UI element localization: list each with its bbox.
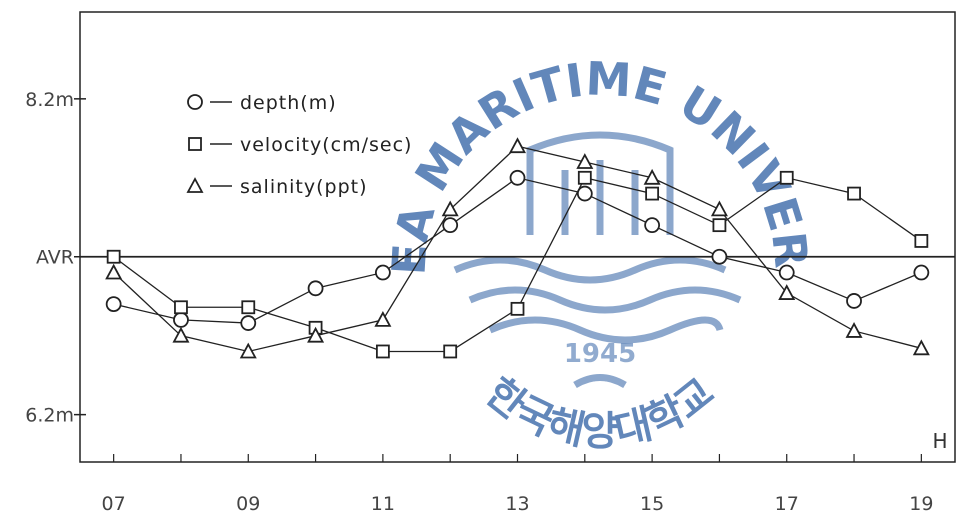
- data-point-triangle: [441, 200, 459, 217]
- legend-marker-circle: [187, 94, 203, 110]
- y-tick-label: 6.2m: [25, 405, 74, 427]
- watermark-year: 1945: [564, 339, 636, 369]
- legend-marker-triangle: [186, 177, 204, 193]
- x-tick-label: 11: [371, 493, 395, 515]
- data-point-circle: [576, 185, 593, 202]
- x-tick-label: 17: [775, 493, 799, 515]
- data-point-triangle: [307, 326, 325, 343]
- data-point-circle: [711, 248, 728, 265]
- legend-label: depth(m): [240, 92, 337, 114]
- x-axis-unit: H: [932, 429, 947, 453]
- legend-label: velocity(cm/sec): [240, 134, 412, 156]
- data-point-triangle: [576, 153, 594, 169]
- watermark-korean-text: 한국해양대학교: [477, 369, 723, 454]
- x-tick-label: 19: [909, 493, 933, 515]
- data-point-circle: [307, 280, 324, 297]
- data-point-square: [914, 234, 929, 248]
- axes: 8.2m AVR 6.2m 07 09 11 13 15 17 19 H: [25, 89, 955, 515]
- y-tick-label: AVR: [36, 247, 74, 269]
- data-point-circle: [374, 264, 391, 281]
- data-point-triangle: [778, 284, 796, 300]
- data-point-circle: [105, 296, 122, 313]
- data-point-square: [106, 249, 121, 264]
- data-point-square: [510, 301, 525, 316]
- data-point-square: [443, 344, 458, 359]
- legend-label: salinity(ppt): [240, 176, 368, 198]
- series-layer: [105, 137, 930, 359]
- data-point-triangle: [508, 137, 527, 154]
- x-tick-label: 07: [102, 493, 126, 515]
- data-point-triangle: [374, 310, 392, 327]
- data-point-square: [779, 170, 794, 185]
- data-point-square: [174, 300, 188, 315]
- data-point-triangle: [643, 168, 661, 185]
- data-point-triangle: [912, 339, 930, 356]
- legend-marker-square: [188, 137, 202, 151]
- x-tick-label: 13: [505, 493, 529, 515]
- data-point-square: [577, 170, 592, 185]
- data-point-triangle: [239, 342, 257, 359]
- data-point-circle: [509, 169, 526, 186]
- data-point-square: [375, 344, 390, 359]
- university-seal-watermark: KOREA MARITIME UNIVERSITY 1945 한국해양대학교: [0, 0, 819, 455]
- legend: depth(m) velocity(cm/sec) salinity(ppt): [186, 92, 412, 198]
- data-point-circle: [778, 264, 795, 281]
- data-point-circle: [173, 311, 189, 328]
- y-tick-label: 8.2m: [25, 89, 74, 111]
- data-point-triangle: [172, 326, 190, 343]
- data-point-circle: [442, 217, 459, 234]
- data-point-circle: [240, 315, 257, 331]
- data-point-square: [712, 218, 727, 233]
- data-point-circle: [644, 217, 661, 234]
- data-point-triangle: [105, 263, 123, 280]
- watermark-emblem: [453, 131, 742, 389]
- data-point-circle: [846, 293, 862, 309]
- x-tick-label: 15: [640, 493, 664, 515]
- x-tick-label: 09: [236, 493, 260, 515]
- series-circle: [105, 169, 930, 331]
- data-point-circle: [913, 264, 930, 281]
- series-square: [106, 170, 929, 359]
- data-point-square: [645, 186, 660, 201]
- data-point-square: [847, 186, 861, 201]
- data-point-square: [241, 300, 256, 315]
- series-triangle: [105, 137, 930, 359]
- data-point-triangle: [845, 322, 863, 338]
- data-point-triangle: [710, 200, 728, 217]
